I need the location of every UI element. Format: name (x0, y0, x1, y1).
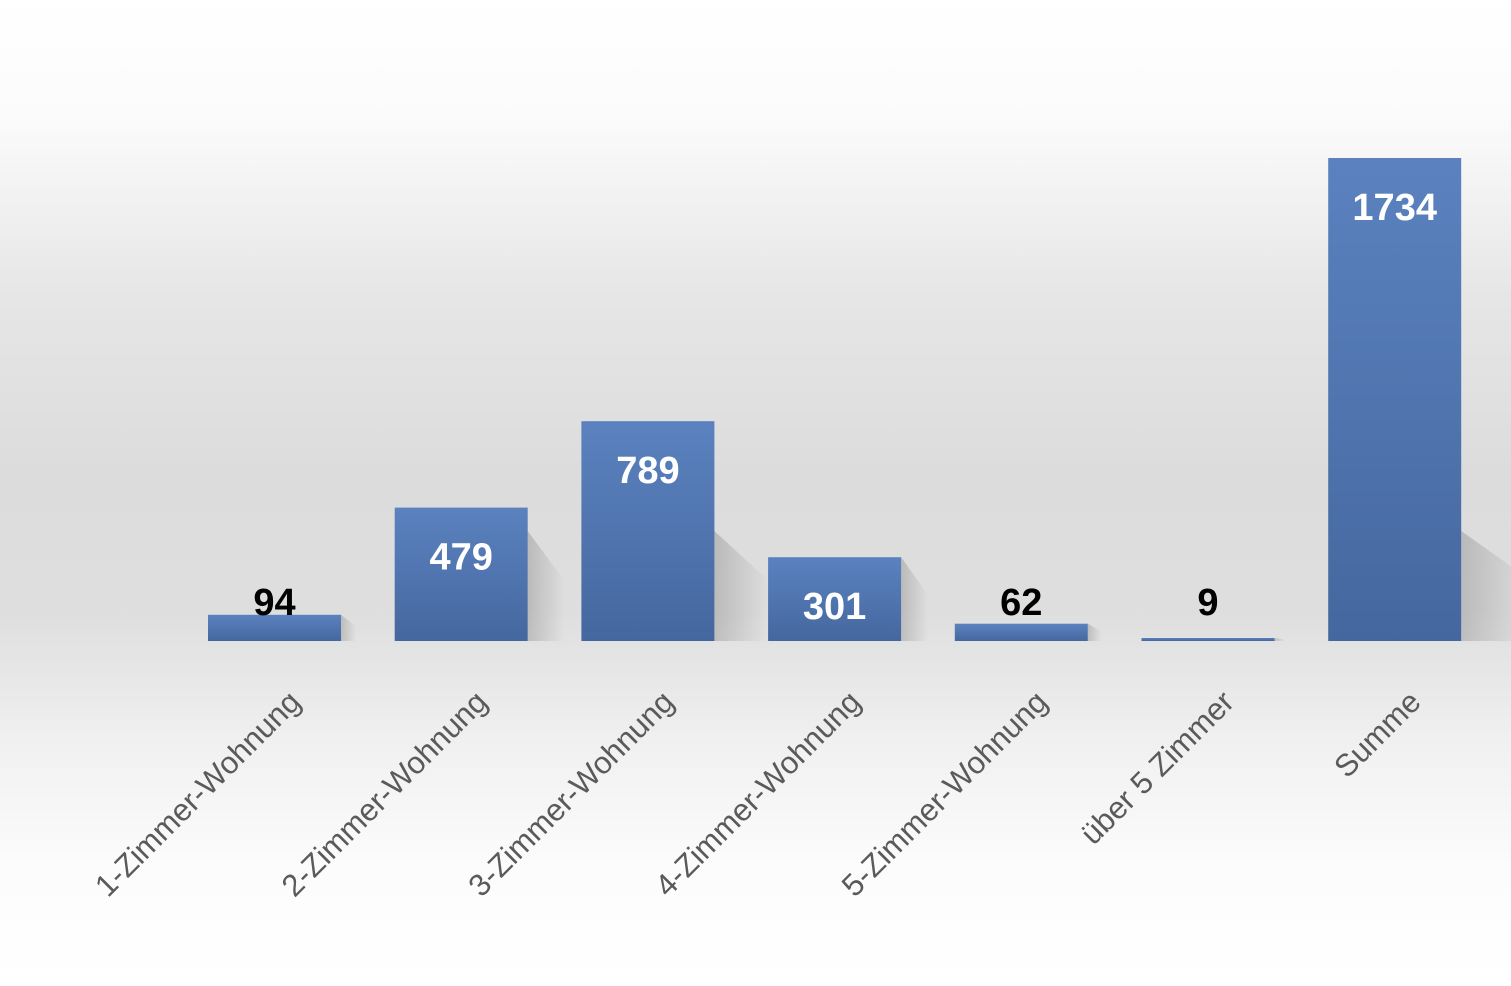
bar (208, 614, 341, 641)
bar-shadow (1461, 531, 1511, 641)
bar-shadow (341, 614, 357, 641)
bars (208, 158, 1462, 641)
bar (1141, 638, 1275, 641)
bar (768, 557, 902, 641)
data-label: 1734 (1352, 187, 1437, 229)
bar-shadow (1274, 638, 1286, 641)
bar (394, 507, 528, 641)
data-labels: 94 479 789 301 62 9 1734 (253, 187, 1437, 628)
data-label: 301 (803, 586, 866, 628)
bar (954, 623, 1088, 641)
data-label: 789 (616, 450, 679, 492)
data-label: 94 (253, 582, 295, 624)
data-label: 9 (1197, 582, 1218, 624)
data-label: 62 (1000, 582, 1042, 624)
data-label: 479 (429, 537, 492, 579)
bar-shadows (341, 531, 1511, 641)
bar-shadow (527, 531, 565, 641)
bar-shadow (714, 531, 769, 641)
bar (1328, 158, 1462, 641)
bar-shadow (1087, 623, 1102, 641)
bar-shadow (901, 557, 928, 641)
bar (581, 421, 715, 641)
